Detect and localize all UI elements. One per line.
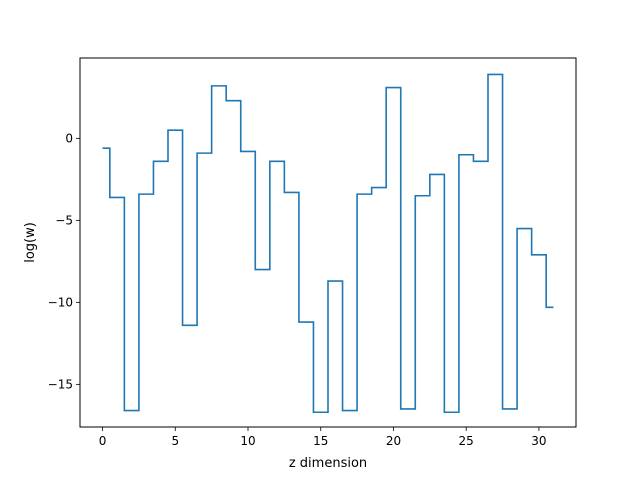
x-tick-label: 20 (386, 434, 401, 448)
y-tick-label: −15 (48, 377, 73, 391)
x-tick-label: 25 (459, 434, 474, 448)
x-tick-label: 10 (240, 434, 255, 448)
y-ticks: 0 −5 −10 −15 (48, 131, 80, 391)
x-tick-label: 30 (531, 434, 546, 448)
x-tick-label: 5 (171, 434, 179, 448)
y-tick-label: −5 (55, 213, 73, 227)
x-tick-label: 0 (99, 434, 107, 448)
y-tick-label: 0 (65, 131, 73, 145)
series-layer (102, 73, 554, 414)
x-ticks: 0 5 10 15 20 25 30 (99, 427, 547, 448)
y-tick-label: −10 (48, 295, 73, 309)
x-axis-label: z dimension (289, 456, 367, 471)
plot-frame (79, 57, 577, 428)
series-line-0 (102, 73, 554, 414)
x-tick-label: 15 (313, 434, 328, 448)
y-axis-label: log(w) (23, 222, 38, 263)
